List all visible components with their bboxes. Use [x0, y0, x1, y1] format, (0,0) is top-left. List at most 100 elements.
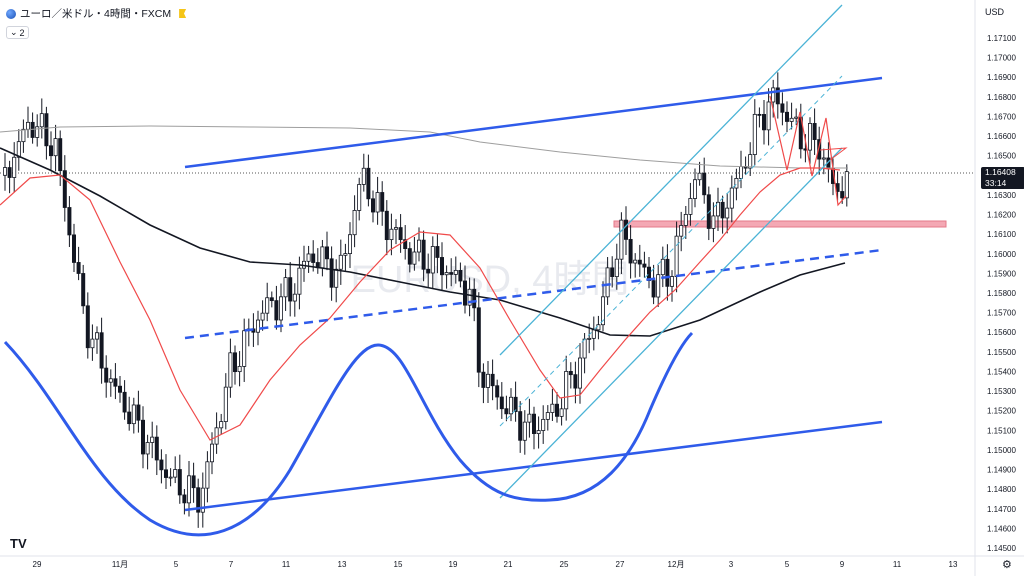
- candle-body: [462, 280, 467, 306]
- price-axis-label: 1.15400: [987, 367, 1016, 376]
- market-flag-icon: [179, 9, 187, 18]
- time-axis-label: 5: [785, 560, 790, 569]
- candle-body: [288, 277, 293, 302]
- price-axis-label: 1.14500: [987, 544, 1016, 553]
- candle-body: [320, 246, 325, 269]
- candle-body: [237, 365, 242, 373]
- candle-body: [674, 235, 679, 277]
- candle-body: [205, 461, 210, 489]
- candle-body: [255, 319, 260, 333]
- candle-body: [21, 128, 26, 143]
- price-axis-label: 1.15200: [987, 407, 1016, 416]
- candle-body: [601, 296, 606, 326]
- symbol-header[interactable]: ユーロ／米ドル・4時間・FXCM: [6, 6, 187, 21]
- time-axis-label: 11: [282, 560, 291, 569]
- price-axis-label: 1.14700: [987, 505, 1016, 514]
- candle-body: [771, 87, 776, 103]
- channel-lower-line: [499, 147, 843, 499]
- candle-body: [200, 487, 205, 513]
- candle-body: [7, 167, 12, 178]
- candle-body: [739, 166, 744, 179]
- currency-label[interactable]: USD: [984, 7, 1004, 17]
- price-axis-label: 1.16700: [987, 112, 1016, 121]
- watermark: EURUSD, 4時間: [351, 259, 630, 301]
- candle-body: [596, 324, 601, 331]
- candle-body: [527, 413, 532, 423]
- time-axis-label: 11: [893, 560, 902, 569]
- candle-body: [752, 113, 757, 155]
- candle-body: [766, 101, 771, 131]
- candle-body: [12, 156, 17, 178]
- candle-body: [343, 253, 348, 256]
- candle-body: [679, 225, 684, 237]
- candle-body: [329, 258, 334, 288]
- symbol-title: ユーロ／米ドル・4時間・FXCM: [20, 8, 172, 20]
- candle-body: [81, 273, 86, 307]
- candle-body: [67, 207, 72, 236]
- candle-body: [642, 263, 647, 268]
- candle-body: [762, 114, 767, 131]
- tradingview-logo[interactable]: TV: [10, 536, 27, 551]
- price-axis-label: 1.15700: [987, 309, 1016, 318]
- candle-body: [278, 296, 283, 321]
- chevron-down-icon: ⌄: [10, 27, 18, 37]
- ma-gray-line: [0, 125, 848, 169]
- zigzag-pattern: [769, 95, 847, 207]
- time-axis-label: 19: [449, 560, 458, 569]
- candle-body: [550, 403, 555, 413]
- gear-icon[interactable]: ⚙: [1002, 559, 1012, 571]
- candle-body: [697, 172, 702, 181]
- candle-body: [426, 268, 431, 274]
- candle-body: [789, 117, 794, 122]
- candle-body: [95, 332, 100, 340]
- candle-body: [186, 475, 191, 504]
- price-axis-label: 1.16900: [987, 73, 1016, 82]
- candle-body: [39, 113, 44, 128]
- candle-body: [72, 234, 77, 263]
- price-axis-label: 1.15300: [987, 387, 1016, 396]
- candle-body: [532, 413, 537, 434]
- candle-body: [421, 239, 426, 270]
- candle-body: [619, 219, 624, 260]
- candle-body: [573, 374, 578, 389]
- candle-body: [453, 269, 458, 275]
- candle-body: [670, 276, 675, 287]
- candle-body: [785, 111, 790, 122]
- candle-body: [384, 210, 389, 241]
- candle-body: [219, 421, 224, 429]
- candle-body: [260, 312, 265, 321]
- candle-body: [311, 253, 316, 263]
- candle-body: [140, 419, 145, 455]
- candle-body: [113, 378, 118, 387]
- candle-body: [628, 238, 633, 264]
- support-zone: [613, 220, 947, 228]
- candle-body: [269, 297, 274, 302]
- candle-body: [725, 207, 730, 219]
- candle-body: [127, 411, 132, 425]
- time-axis-label: 12月: [668, 560, 685, 569]
- candle-body: [163, 469, 168, 478]
- candle-body: [485, 373, 490, 388]
- candle-body: [380, 192, 385, 212]
- candle-body: [812, 123, 817, 140]
- candle-body: [476, 307, 481, 373]
- candle-body: [711, 215, 716, 229]
- candle-body: [62, 170, 67, 208]
- indicators-toggle[interactable]: ⌄ 2: [6, 26, 29, 39]
- candle-body: [821, 157, 826, 160]
- candle-body: [361, 167, 366, 185]
- candle-body: [283, 277, 288, 298]
- candle-body: [108, 378, 113, 383]
- candle-body: [688, 198, 693, 215]
- ma-black-line: [0, 147, 846, 337]
- time-axis-label: 3: [729, 560, 734, 569]
- candle-body: [223, 386, 228, 422]
- candle-body: [191, 475, 196, 489]
- candle-body: [177, 469, 182, 496]
- candle-body: [30, 121, 35, 138]
- candle-body: [651, 280, 656, 298]
- candle-body: [587, 337, 592, 340]
- candle-body: [352, 210, 357, 236]
- price-axis-label: 1.15000: [987, 446, 1016, 455]
